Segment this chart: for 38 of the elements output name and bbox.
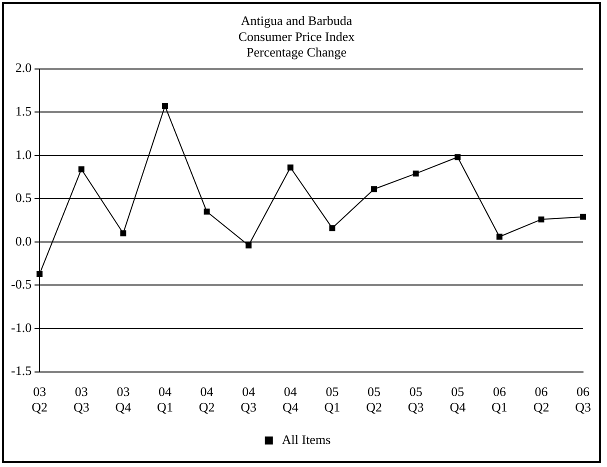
point xyxy=(412,170,419,177)
point xyxy=(246,242,252,248)
x-tick-label: 04 Q1 xyxy=(157,384,173,415)
y-tick-label: -1.5 xyxy=(10,363,32,378)
y-tick-label: 0.0 xyxy=(15,233,32,248)
x-tick-label: 06 Q2 xyxy=(533,384,550,415)
y-tick-label: 1.5 xyxy=(15,104,32,119)
y-tick-label: -1.0 xyxy=(10,320,32,335)
y-tick-label: 1.0 xyxy=(15,146,32,162)
point xyxy=(538,216,544,222)
x-tick-label: 03 Q2 xyxy=(32,384,48,415)
point xyxy=(371,186,377,192)
y-tick-label: 2.0 xyxy=(15,60,32,76)
point xyxy=(329,225,336,232)
x-tick-label: 05 Q3 xyxy=(408,384,424,415)
x-tick-label: 05 Q2 xyxy=(366,384,382,415)
legend-label: All Items xyxy=(282,432,331,447)
y-tick-label: -0.5 xyxy=(10,276,32,292)
x-tick-label: 05 Q1 xyxy=(324,384,340,415)
point xyxy=(496,234,502,240)
point xyxy=(580,214,586,220)
point xyxy=(454,154,461,160)
point xyxy=(287,164,294,170)
point xyxy=(162,103,168,109)
x-tick-label: 06 Q3 xyxy=(575,384,591,415)
y-tick-label: 0.5 xyxy=(15,190,32,206)
x-tick-label: 04 Q3 xyxy=(240,384,257,415)
point xyxy=(204,208,210,215)
x-tick-label: 03 Q3 xyxy=(73,384,90,415)
x-tick-label: 04 Q2 xyxy=(198,384,215,415)
x-tick-label: 03 Q4 xyxy=(115,384,132,415)
point xyxy=(78,166,84,172)
chart-title: Antigua and Barbuda Consumer Price Index Percentage Change xyxy=(238,13,356,60)
x-tick-label: 04 Q4 xyxy=(282,384,299,415)
point xyxy=(36,271,43,277)
point xyxy=(120,230,126,236)
x-tick-label: 05 Q4 xyxy=(450,384,466,415)
x-tick-label: 06 Q1 xyxy=(492,384,508,415)
